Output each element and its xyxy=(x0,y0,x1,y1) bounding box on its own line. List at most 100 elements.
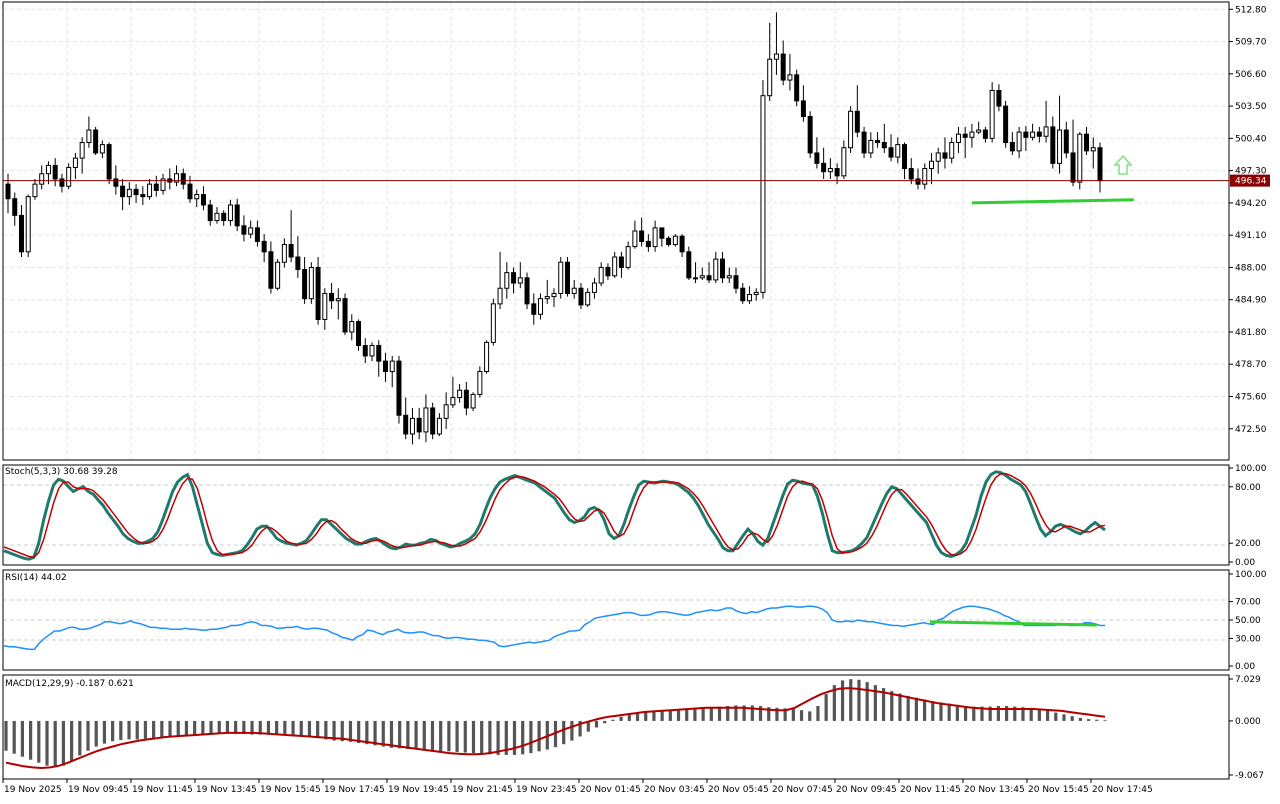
candle[interactable] xyxy=(706,262,712,284)
candle[interactable] xyxy=(962,126,968,159)
candle[interactable] xyxy=(895,137,901,164)
candle[interactable] xyxy=(612,251,618,278)
candle[interactable] xyxy=(915,168,921,190)
candle[interactable] xyxy=(147,178,153,200)
candle[interactable] xyxy=(335,288,341,320)
candle[interactable] xyxy=(713,251,719,284)
candle[interactable] xyxy=(524,272,530,310)
candle[interactable] xyxy=(463,381,469,416)
candle[interactable] xyxy=(598,262,604,287)
candle[interactable] xyxy=(1043,100,1049,143)
candle[interactable] xyxy=(349,314,355,341)
candle[interactable] xyxy=(416,407,422,440)
candle[interactable] xyxy=(106,142,112,185)
candle[interactable] xyxy=(1003,100,1009,148)
price-candles[interactable] xyxy=(5,12,1103,445)
candle[interactable] xyxy=(645,234,651,252)
candle[interactable] xyxy=(308,262,314,304)
candle[interactable] xyxy=(1016,126,1022,159)
candle[interactable] xyxy=(295,236,301,278)
candle[interactable] xyxy=(989,82,995,143)
candle[interactable] xyxy=(18,204,24,258)
candle[interactable] xyxy=(288,210,294,263)
candle[interactable] xyxy=(322,288,328,330)
candle[interactable] xyxy=(902,142,908,179)
candle[interactable] xyxy=(315,257,321,325)
candle[interactable] xyxy=(659,227,665,247)
candle[interactable] xyxy=(922,163,928,190)
candle[interactable] xyxy=(767,22,773,101)
candle[interactable] xyxy=(693,262,699,284)
candle[interactable] xyxy=(720,251,726,284)
candle[interactable] xyxy=(227,199,233,226)
candle[interactable] xyxy=(875,132,881,148)
candle[interactable] xyxy=(241,215,247,242)
candle[interactable] xyxy=(93,126,99,156)
candle[interactable] xyxy=(807,111,813,159)
candle[interactable] xyxy=(497,251,503,310)
candle[interactable] xyxy=(362,338,368,364)
candle[interactable] xyxy=(120,178,126,211)
candle[interactable] xyxy=(126,182,132,205)
candle[interactable] xyxy=(814,137,820,169)
candle[interactable] xyxy=(356,319,362,351)
candle[interactable] xyxy=(591,277,597,299)
candle[interactable] xyxy=(302,257,308,304)
candle[interactable] xyxy=(140,186,146,205)
candle[interactable] xyxy=(868,132,874,159)
candle[interactable] xyxy=(430,402,436,440)
candle[interactable] xyxy=(531,293,537,325)
candle[interactable] xyxy=(511,267,517,294)
candle[interactable] xyxy=(996,84,1002,112)
candle[interactable] xyxy=(1084,126,1090,156)
candle[interactable] xyxy=(450,376,456,408)
candle[interactable] xyxy=(457,384,463,403)
candle[interactable] xyxy=(1023,125,1029,151)
candle[interactable] xyxy=(133,184,139,203)
candle[interactable] xyxy=(504,262,510,299)
candle[interactable] xyxy=(329,283,335,310)
candle[interactable] xyxy=(618,251,624,278)
candle[interactable] xyxy=(207,199,213,226)
candle[interactable] xyxy=(369,342,375,362)
candle[interactable] xyxy=(396,355,402,424)
candle[interactable] xyxy=(1036,126,1042,143)
candle[interactable] xyxy=(861,126,867,159)
candle[interactable] xyxy=(578,283,584,310)
candle[interactable] xyxy=(740,283,746,304)
candle[interactable] xyxy=(787,54,793,91)
candle[interactable] xyxy=(800,85,806,122)
candle[interactable] xyxy=(571,279,577,299)
candle[interactable] xyxy=(551,288,557,307)
candle[interactable] xyxy=(585,288,591,307)
candle[interactable] xyxy=(160,173,166,195)
candle[interactable] xyxy=(194,189,200,208)
candle[interactable] xyxy=(39,165,45,190)
candle[interactable] xyxy=(200,186,206,211)
candle[interactable] xyxy=(113,165,119,195)
candle[interactable] xyxy=(86,116,92,148)
candle[interactable] xyxy=(1009,132,1015,156)
candle[interactable] xyxy=(1057,95,1063,174)
candle[interactable] xyxy=(949,137,955,164)
candle[interactable] xyxy=(403,397,409,440)
candle[interactable] xyxy=(888,134,894,162)
candle[interactable] xyxy=(558,257,564,299)
candle[interactable] xyxy=(382,352,388,382)
candle[interactable] xyxy=(652,220,658,252)
candle[interactable] xyxy=(854,85,860,138)
candle[interactable] xyxy=(679,234,685,258)
candle[interactable] xyxy=(928,152,934,185)
candle[interactable] xyxy=(214,207,220,224)
candle[interactable] xyxy=(517,262,523,289)
candle[interactable] xyxy=(827,158,833,179)
candle[interactable] xyxy=(632,220,638,249)
candle[interactable] xyxy=(72,152,78,179)
candle[interactable] xyxy=(153,175,159,197)
candle[interactable] xyxy=(477,366,483,398)
candle[interactable] xyxy=(881,123,887,153)
candle[interactable] xyxy=(639,217,645,247)
candle[interactable] xyxy=(1050,116,1056,169)
candle[interactable] xyxy=(254,220,260,247)
candle[interactable] xyxy=(409,407,415,445)
